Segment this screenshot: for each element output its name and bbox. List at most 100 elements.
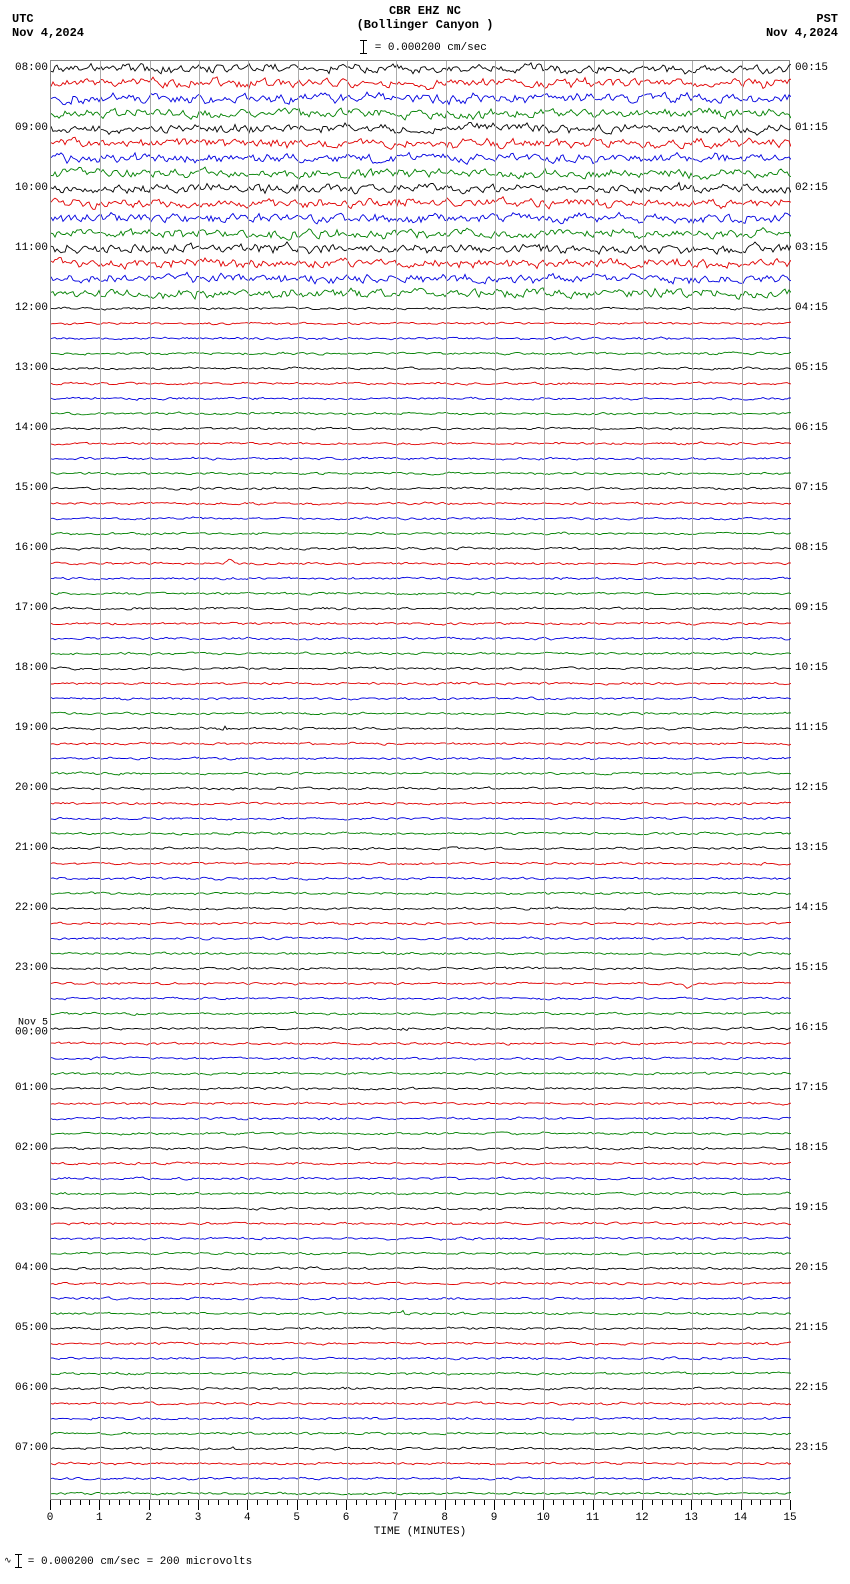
- time-text: 06:00: [15, 1382, 48, 1394]
- xtick-minor: [405, 1500, 406, 1505]
- xtick-major: [346, 1500, 347, 1510]
- xtick-minor: [109, 1500, 110, 1505]
- footer-scale-text: = 0.000200 cm/sec = 200 microvolts: [28, 1556, 252, 1568]
- footer-scale-bar-icon: [18, 1554, 19, 1568]
- xtick-minor: [573, 1500, 574, 1505]
- seismic-trace: [51, 547, 791, 550]
- seismic-trace: [51, 272, 791, 284]
- seismic-trace: [51, 153, 791, 165]
- seismic-trace: [51, 637, 791, 640]
- seismic-trace: [51, 982, 791, 988]
- right-time-label: 12:15: [795, 782, 828, 794]
- time-text: 22:00: [15, 902, 48, 914]
- right-time-label: 16:15: [795, 1022, 828, 1034]
- time-text: 12:15: [795, 782, 828, 794]
- xtick-minor: [425, 1500, 426, 1505]
- seismic-trace: [51, 862, 791, 865]
- xtick-minor: [70, 1500, 71, 1505]
- xtick-label: 9: [491, 1512, 498, 1524]
- seismic-trace: [51, 1417, 791, 1420]
- time-text: 03:00: [15, 1202, 48, 1214]
- left-time-label: 15:00: [15, 482, 48, 494]
- time-text: 08:00: [15, 62, 48, 74]
- seismic-trace: [51, 997, 791, 1000]
- xtick-minor: [770, 1500, 771, 1505]
- xtick-major: [99, 1500, 100, 1510]
- seismic-trace: [51, 397, 791, 400]
- xtick-minor: [464, 1500, 465, 1505]
- left-time-label: 07:00: [15, 1442, 48, 1454]
- xtick-minor: [218, 1500, 219, 1505]
- seismic-trace: [51, 712, 791, 715]
- grid-line: [643, 61, 644, 1499]
- grid-line: [544, 61, 545, 1499]
- seismic-trace: [51, 1267, 791, 1270]
- seismic-trace: [51, 1057, 791, 1060]
- station-code: CBR EHZ NC: [0, 4, 850, 18]
- seismic-trace: [51, 1177, 791, 1180]
- seismic-trace: [51, 288, 791, 300]
- left-time-label: 19:00: [15, 722, 48, 734]
- xtick-minor: [168, 1500, 169, 1505]
- xtick-minor: [603, 1500, 604, 1505]
- time-text: 23:15: [795, 1442, 828, 1454]
- xtick-minor: [80, 1500, 81, 1505]
- seismic-trace: [51, 1327, 791, 1330]
- xtick-major: [741, 1500, 742, 1510]
- xtick-minor: [553, 1500, 554, 1505]
- time-text: 15:15: [795, 962, 828, 974]
- left-time-label: 01:00: [15, 1082, 48, 1094]
- xtick-major: [445, 1500, 446, 1510]
- time-text: 01:15: [795, 122, 828, 134]
- xtick-minor: [228, 1500, 229, 1505]
- footer-wave-icon: ∿: [4, 1556, 12, 1566]
- xtick-major: [642, 1500, 643, 1510]
- xtick-minor: [60, 1500, 61, 1505]
- seismic-trace: [51, 427, 791, 430]
- seismic-trace: [51, 559, 791, 565]
- time-text: 04:00: [15, 1262, 48, 1274]
- time-text: 23:00: [15, 962, 48, 974]
- seismic-trace: [51, 1117, 791, 1120]
- xtick-minor: [583, 1500, 584, 1505]
- grid-line: [495, 61, 496, 1499]
- right-time-label: 04:15: [795, 302, 828, 314]
- seismic-trace: [51, 726, 791, 730]
- right-time-label: 13:15: [795, 842, 828, 854]
- time-text: 18:15: [795, 1142, 828, 1154]
- grid-line: [594, 61, 595, 1499]
- right-time-label: 23:15: [795, 1442, 828, 1454]
- left-time-label: 04:00: [15, 1262, 48, 1274]
- header: CBR EHZ NC (Bollinger Canyon ) = 0.00020…: [0, 2, 850, 57]
- right-time-label: 15:15: [795, 962, 828, 974]
- seismic-trace: [51, 1462, 791, 1465]
- time-text: 08:15: [795, 542, 828, 554]
- seismic-trace: [51, 367, 791, 370]
- seismic-trace: [51, 307, 791, 310]
- left-time-label: 20:00: [15, 782, 48, 794]
- left-time-label: 18:00: [15, 662, 48, 674]
- xtick-minor: [159, 1500, 160, 1505]
- left-time-label: 09:00: [15, 122, 48, 134]
- left-time-label: Nov 500:00: [15, 1017, 48, 1038]
- time-text: 04:15: [795, 302, 828, 314]
- left-time-label: 13:00: [15, 362, 48, 374]
- tz-right-label: PST: [766, 12, 838, 26]
- right-time-label: 07:15: [795, 482, 828, 494]
- seismic-trace: [51, 472, 791, 475]
- xtick-minor: [455, 1500, 456, 1505]
- time-text: 20:15: [795, 1262, 828, 1274]
- xtick-label: 0: [47, 1512, 54, 1524]
- xtick-minor: [188, 1500, 189, 1505]
- grid-line: [396, 61, 397, 1499]
- xtick-minor: [89, 1500, 90, 1505]
- xtick-minor: [721, 1500, 722, 1505]
- right-time-label: 10:15: [795, 662, 828, 674]
- seismic-trace: [51, 77, 791, 90]
- seismic-trace: [51, 787, 791, 790]
- x-axis: TIME (MINUTES) 0123456789101112131415: [50, 1500, 790, 1540]
- xtick-minor: [267, 1500, 268, 1505]
- xtick-label: 10: [537, 1512, 550, 1524]
- time-text: 06:15: [795, 422, 828, 434]
- seismic-trace: [51, 757, 791, 760]
